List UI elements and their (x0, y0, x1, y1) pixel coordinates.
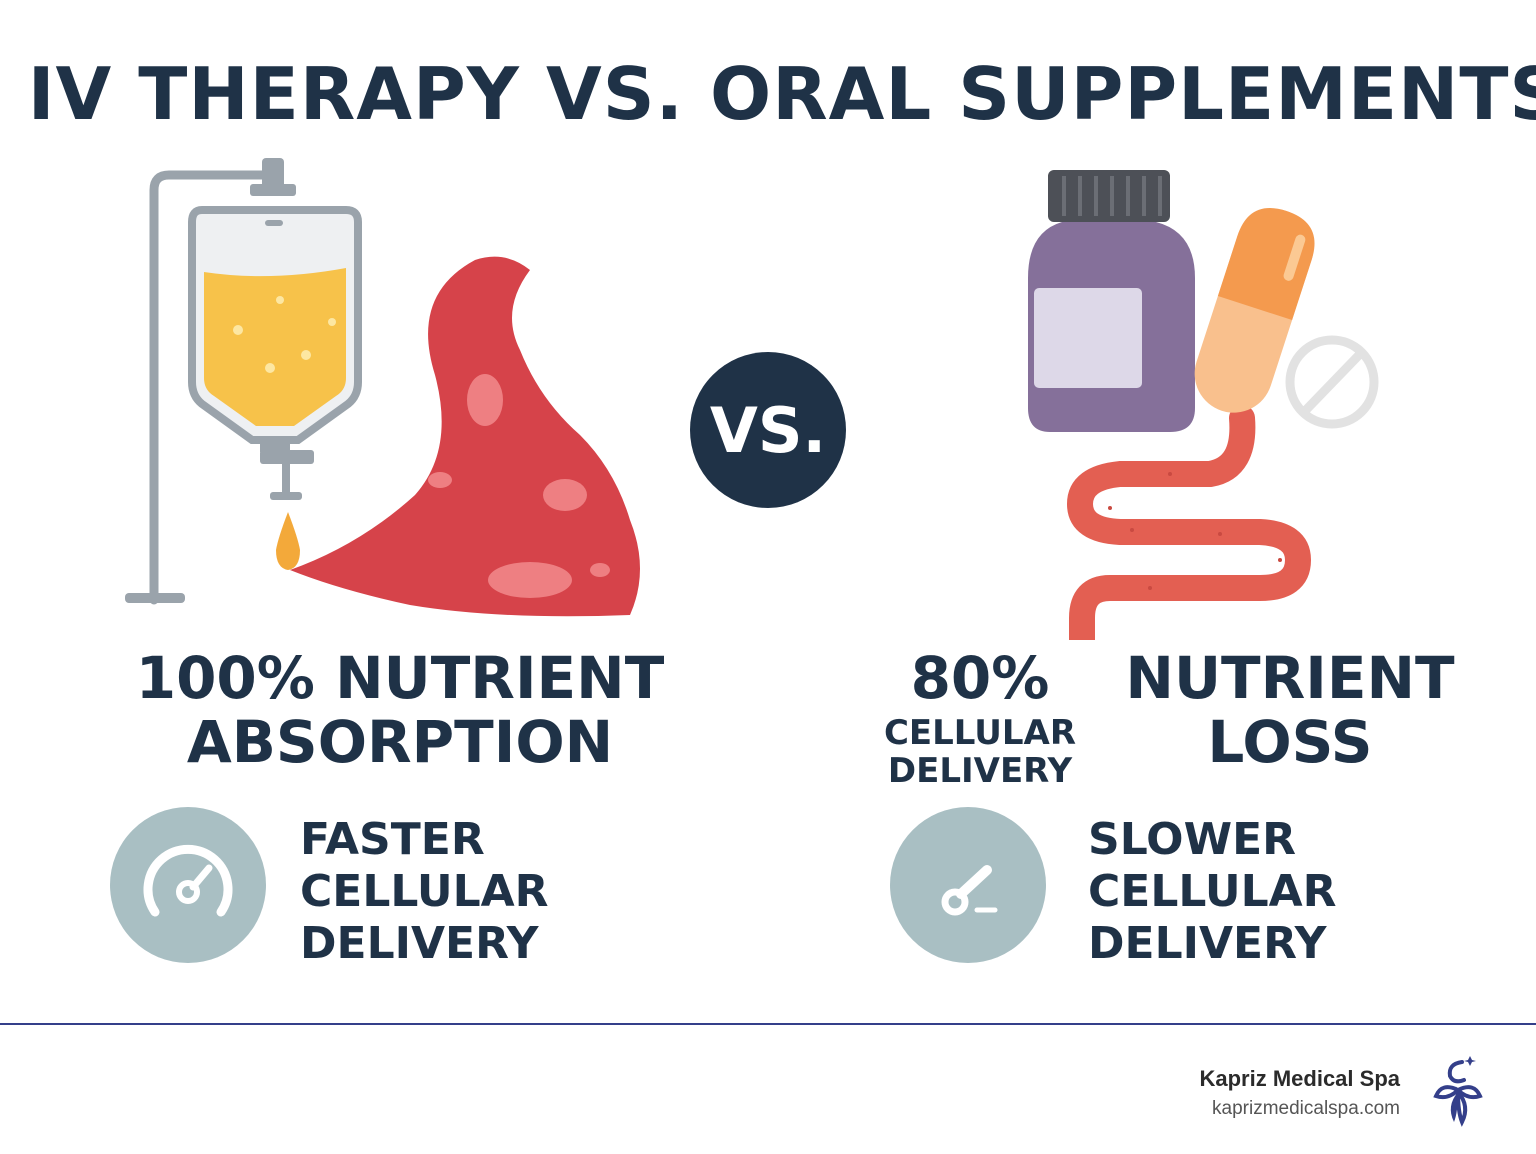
right-feature-line3: DELIVERY (1088, 918, 1327, 969)
brand-name: Kapriz Medical Spa (1199, 1066, 1400, 1091)
brand-logo-icon (1433, 1056, 1483, 1127)
right-feature-line1: SLOWER (1088, 814, 1297, 865)
supplement-illustration (1028, 170, 1379, 640)
page-title: IV THERAPY VS. ORAL SUPPLEMENTS (27, 52, 1536, 136)
right-loss-line2: LOSS (1207, 708, 1373, 776)
right-percent: 80% (910, 644, 1050, 712)
footer-divider (0, 1023, 1536, 1025)
left-feature-line3: DELIVERY (300, 918, 539, 969)
gauge-icon (110, 807, 266, 963)
right-loss-line1: NUTRIENT (1125, 644, 1455, 712)
left-headline-line1: 100% NUTRIENT (135, 644, 665, 712)
vs-badge: VS. (690, 352, 846, 508)
right-sub-line1: CELLULAR (883, 713, 1077, 753)
right-sub-line2: DELIVERY (887, 751, 1073, 791)
iv-bag-illustration (125, 158, 640, 617)
brand-url: kaprizmedicalspa.com (1212, 1098, 1400, 1119)
right-feature-line2: CELLULAR (1088, 866, 1337, 917)
left-headline-line2: ABSORPTION (186, 708, 614, 776)
left-feature-line1: FASTER (300, 814, 485, 865)
left-feature-line2: CELLULAR (300, 866, 549, 917)
broken-gauge-icon (890, 807, 1046, 963)
